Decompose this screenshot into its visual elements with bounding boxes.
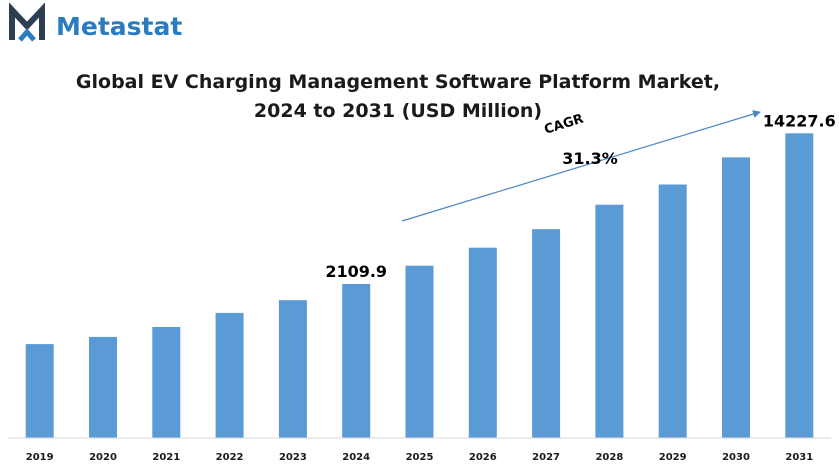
x-tick-label-2030: 2030 [722,452,750,463]
x-tick-label-2019: 2019 [26,452,54,463]
chart-title-line-2: 2024 to 2031 (USD Million) [254,100,542,122]
x-tick-label-2028: 2028 [595,452,623,463]
bar-2030 [722,157,750,438]
x-tick-label-2022: 2022 [216,452,244,463]
x-tick-label-2023: 2023 [279,452,307,463]
bar-2020 [89,336,117,438]
bar-2027 [532,229,561,438]
x-tick-labels: 2019 2020 2021 2022 2023 2024 2025 2026 2027 2028… [26,452,813,463]
x-tick-label-2021: 2021 [152,452,180,463]
brand-name: Metastat [56,12,182,41]
bar-2019 [25,344,54,438]
x-tick-label-2020: 2020 [89,452,117,463]
bar-2021 [152,327,181,438]
bar-2026 [468,247,497,438]
cagr-annotation: CAGR 31.3% [401,110,761,222]
cagr-label: CAGR [543,112,586,138]
bar-2022 [215,312,244,438]
bar-2024 [342,284,371,438]
x-tick-label-2024: 2024 [342,452,370,463]
x-tick-label-2027: 2027 [532,452,560,463]
bars-group [25,133,814,439]
bar-2029 [658,184,687,438]
data-label-2031: 14227.6 [763,111,836,130]
x-tick-label-2026: 2026 [469,452,497,463]
bar-2023 [278,300,307,438]
data-label-2024: 2109.9 [325,262,387,281]
cagr-value: 31.3% [562,149,618,168]
cagr-arrow [401,110,761,222]
metastat-m-logo-icon [9,2,45,42]
data-labels: 2109.9 14227.6 [325,111,835,281]
x-tick-label-2025: 2025 [406,452,434,463]
x-tick-label-2029: 2029 [659,452,687,463]
bar-2031 [785,133,814,439]
chart-title-line-1: Global EV Charging Management Software P… [76,71,720,93]
brand-logo: Metastat [9,2,182,42]
bar-2028 [595,204,624,438]
x-tick-label-2031: 2031 [785,452,813,463]
bar-2025 [405,265,434,438]
